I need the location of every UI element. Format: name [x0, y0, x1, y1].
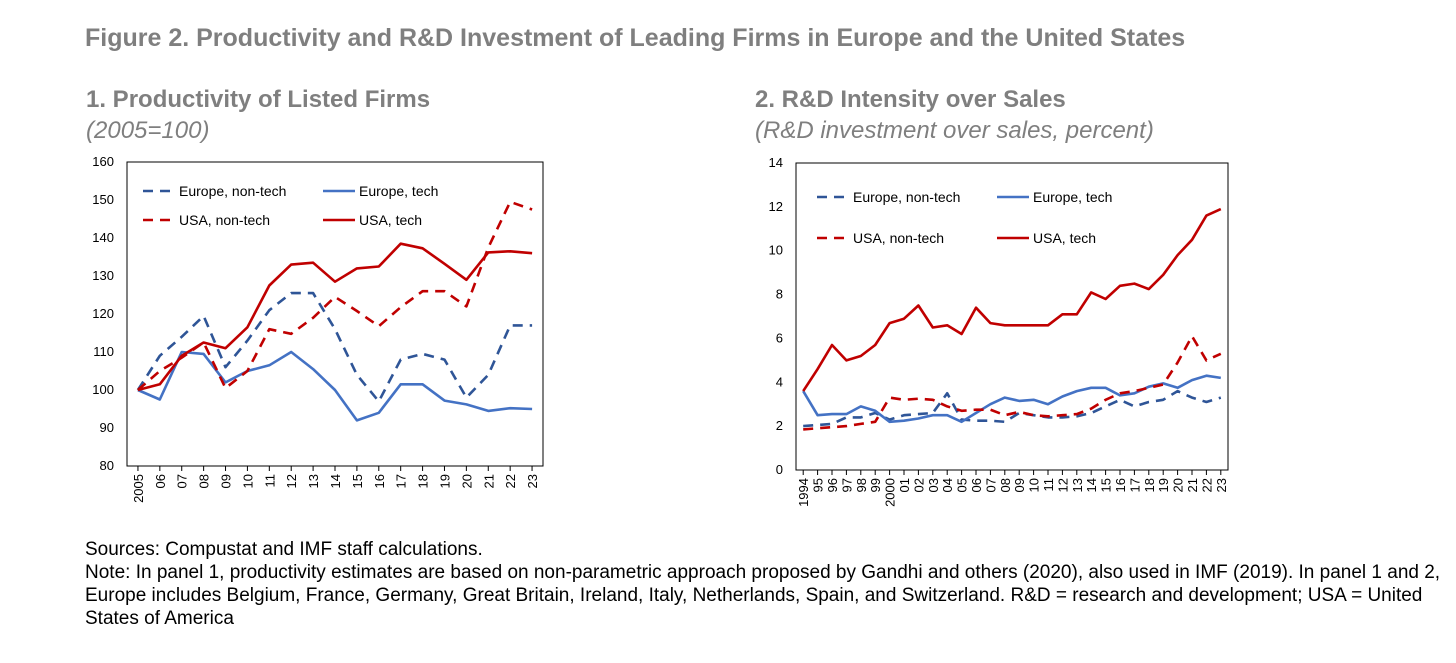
x-tick-label: 08	[998, 478, 1013, 492]
plot-area	[795, 162, 1229, 471]
x-tick-label: 02	[911, 478, 926, 492]
x-tick-label: 07	[175, 474, 190, 488]
series-line	[802, 374, 1221, 424]
x-tick-label: 06	[969, 478, 984, 492]
x-tick-label: 20	[1171, 478, 1186, 492]
y-tick-label: 110	[93, 344, 114, 359]
legend-label: Europe, non-tech	[179, 183, 286, 199]
x-tick-label: 15	[350, 474, 365, 488]
figure-notes: Sources: Compustat and IMF staff calcula…	[85, 538, 1445, 630]
y-tick-label: 100	[92, 382, 114, 397]
x-tick-label: 16	[372, 474, 387, 488]
x-tick-label: 19	[1156, 478, 1171, 492]
y-tick-label: 0	[776, 462, 783, 477]
x-tick-label: 13	[1070, 478, 1085, 492]
legend-label: Europe, tech	[1033, 189, 1112, 205]
series-line	[802, 207, 1222, 392]
y-tick-label: 12	[769, 199, 783, 214]
panel-2-subtitle: (R&D investment over sales, percent)	[755, 117, 1154, 144]
series-line	[137, 242, 533, 392]
y-tick-label: 130	[92, 268, 114, 283]
series-line	[137, 200, 533, 391]
x-tick-label: 14	[328, 474, 343, 488]
x-tick-label: 01	[897, 478, 912, 492]
x-tick-label: 08	[197, 474, 212, 488]
x-tick-label: 21	[1185, 478, 1200, 492]
note-text: Note: In panel 1, productivity estimates…	[85, 562, 1441, 629]
y-tick-label: 2	[776, 418, 783, 433]
legend-label: USA, non-tech	[179, 212, 270, 228]
x-tick-label: 95	[811, 478, 826, 492]
y-tick-label: 120	[92, 306, 114, 321]
x-tick-label: 13	[306, 474, 321, 488]
x-tick-label: 22	[1199, 478, 1214, 492]
series-line	[803, 389, 1222, 428]
panel-1-subtitle: (2005=100)	[86, 117, 210, 144]
y-tick-label: 150	[92, 192, 114, 207]
x-tick-label: 2005	[131, 474, 146, 503]
y-tick-label: 90	[100, 420, 114, 435]
x-tick-label: 2000	[883, 478, 898, 507]
x-tick-label: 12	[284, 474, 299, 488]
legend-label: USA, non-tech	[853, 230, 944, 246]
x-tick-label: 15	[1099, 478, 1114, 492]
y-tick-label: 4	[776, 374, 783, 389]
x-tick-label: 09	[1012, 478, 1027, 492]
legend-label: USA, tech	[359, 212, 422, 228]
x-tick-label: 11	[1041, 478, 1056, 492]
x-tick-label: 06	[153, 474, 168, 488]
legend-label: USA, tech	[1033, 230, 1096, 246]
x-tick-label: 21	[481, 474, 496, 488]
legend-label: Europe, non-tech	[853, 189, 960, 205]
x-tick-label: 07	[983, 478, 998, 492]
y-tick-label: 14	[769, 155, 783, 170]
figure-title: Figure 2. Productivity and R&D Investmen…	[85, 24, 1186, 52]
x-tick-label: 23	[525, 474, 540, 488]
x-tick-label: 1994	[796, 478, 811, 507]
x-tick-label: 11	[262, 474, 277, 488]
x-tick-label: 19	[437, 474, 452, 488]
x-tick-label: 96	[825, 478, 840, 492]
x-tick-label: 17	[1127, 478, 1142, 492]
panel-2-title: 2. R&D Intensity over Sales	[755, 86, 1066, 113]
x-tick-label: 10	[1027, 478, 1042, 492]
x-tick-label: 09	[219, 474, 234, 488]
x-tick-label: 22	[503, 474, 518, 488]
x-tick-label: 03	[926, 478, 941, 492]
x-tick-label: 18	[1142, 478, 1157, 492]
panel-1-title: 1. Productivity of Listed Firms	[86, 86, 431, 113]
x-tick-label: 99	[868, 478, 883, 492]
y-tick-label: 140	[92, 230, 114, 245]
x-tick-label: 12	[1055, 478, 1070, 492]
x-tick-label: 05	[955, 478, 970, 492]
x-tick-label: 23	[1214, 478, 1229, 492]
y-tick-label: 8	[776, 287, 783, 302]
y-tick-label: 80	[100, 458, 114, 473]
y-tick-label: 6	[776, 330, 783, 345]
x-tick-label: 97	[839, 478, 854, 492]
sources-text: Sources: Compustat and IMF staff calcula…	[85, 539, 483, 560]
y-tick-label: 10	[769, 243, 783, 258]
x-tick-label: 18	[416, 474, 431, 488]
x-tick-label: 14	[1084, 478, 1099, 492]
x-tick-label: 17	[394, 474, 409, 488]
series-line	[803, 334, 1222, 431]
x-tick-label: 04	[940, 478, 955, 492]
x-tick-label: 10	[240, 474, 255, 488]
legend-label: Europe, tech	[359, 183, 438, 199]
x-tick-label: 98	[854, 478, 869, 492]
x-tick-label: 20	[459, 474, 474, 488]
series-line	[137, 350, 533, 422]
x-tick-label: 16	[1113, 478, 1128, 492]
y-tick-label: 160	[92, 154, 114, 169]
